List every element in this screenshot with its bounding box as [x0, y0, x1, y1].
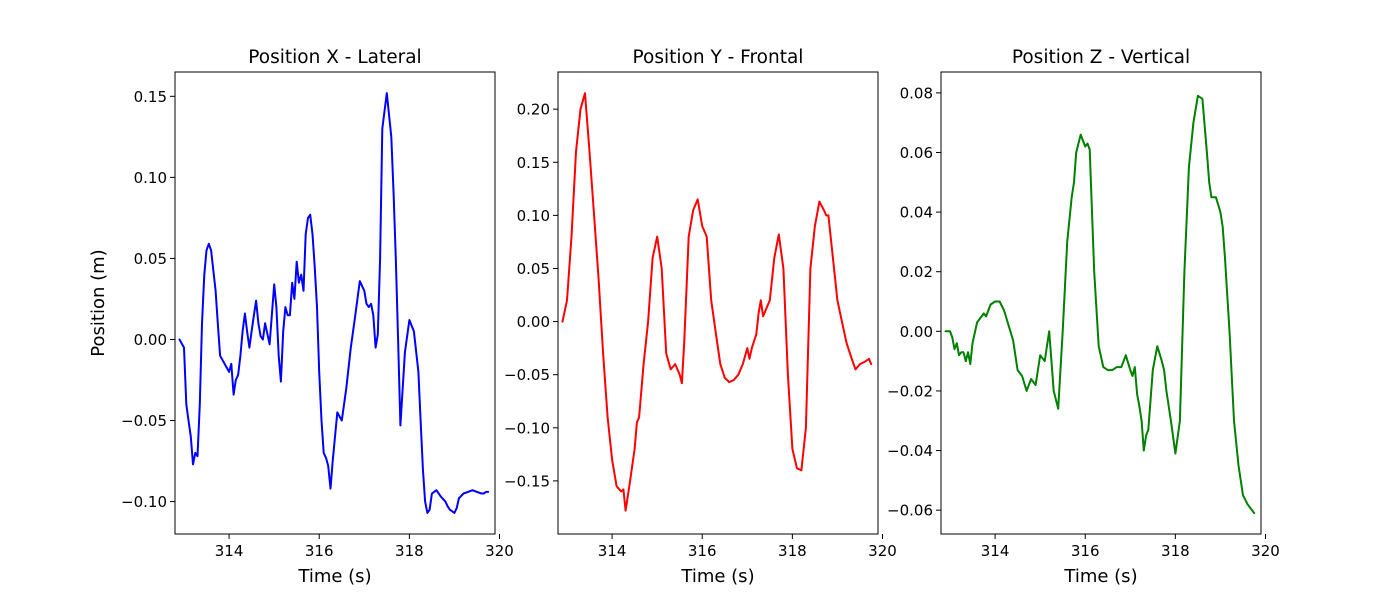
y-tick-label: −0.05 — [504, 366, 550, 384]
x-tick-label: 314 — [981, 542, 1010, 560]
y-tick-label: 0.10 — [517, 207, 550, 225]
x-tick-label: 314 — [598, 542, 627, 560]
chart-panel-1: Position X - Lateral 314 316 318 320 −0.10 −0.… — [88, 47, 514, 587]
y-tick-label: 0.08 — [900, 84, 933, 102]
x-tick-label: 320 — [1251, 542, 1280, 560]
y-tick-label: 0.20 — [517, 101, 550, 119]
x-tick-label: 318 — [395, 542, 424, 560]
plot-frame — [557, 71, 879, 535]
chart-title: Position Z - Vertical — [1012, 47, 1190, 68]
plot-frame — [940, 71, 1262, 535]
series-line — [178, 92, 490, 514]
y-axis-label: Position (m) — [88, 249, 109, 356]
x-axis-label: Time (s) — [680, 566, 754, 587]
y-tick-label: 0.15 — [134, 88, 167, 106]
y-tick-label: 0.10 — [134, 169, 167, 187]
y-tick-label: −0.02 — [887, 382, 933, 400]
x-tick-label: 316 — [688, 542, 717, 560]
series-line — [944, 94, 1256, 515]
y-tick-label: 0.06 — [900, 144, 933, 162]
series-line — [561, 92, 873, 512]
chart-title: Position Y - Frontal — [633, 47, 804, 68]
y-tick-label: 0.00 — [134, 331, 167, 349]
y-tick-label: 0.15 — [517, 154, 550, 172]
x-tick-label: 314 — [215, 542, 244, 560]
chart-panel-2: Position Y - Frontal 314 316 318 320 −0.15 −0.… — [504, 47, 897, 587]
x-axis-label: Time (s) — [297, 566, 371, 587]
x-tick-label: 320 — [485, 542, 514, 560]
y-tick-label: −0.10 — [504, 419, 550, 437]
y-tick-label: −0.10 — [121, 493, 167, 511]
y-tick-label: −0.04 — [887, 442, 933, 460]
x-tick-label: 318 — [778, 542, 807, 560]
x-tick-label: 320 — [868, 542, 897, 560]
x-tick-label: 316 — [1071, 542, 1100, 560]
y-tick-label: 0.00 — [900, 323, 933, 341]
plot-frame — [174, 71, 496, 535]
x-tick-label: 318 — [1161, 542, 1190, 560]
y-tick-label: 0.00 — [517, 313, 550, 331]
chart-panel-3: Position Z - Vertical 314 316 318 320 −0.06 −0… — [887, 47, 1280, 587]
y-tick-label: −0.06 — [887, 502, 933, 520]
y-tick-label: 0.04 — [900, 204, 933, 222]
y-tick-label: 0.05 — [517, 260, 550, 278]
x-tick-label: 316 — [305, 542, 334, 560]
y-tick-label: −0.05 — [121, 412, 167, 430]
chart-title: Position X - Lateral — [248, 47, 421, 68]
y-tick-label: 0.02 — [900, 263, 933, 281]
y-tick-label: 0.05 — [134, 250, 167, 268]
x-axis-label: Time (s) — [1063, 566, 1137, 587]
y-tick-label: −0.15 — [504, 472, 550, 490]
